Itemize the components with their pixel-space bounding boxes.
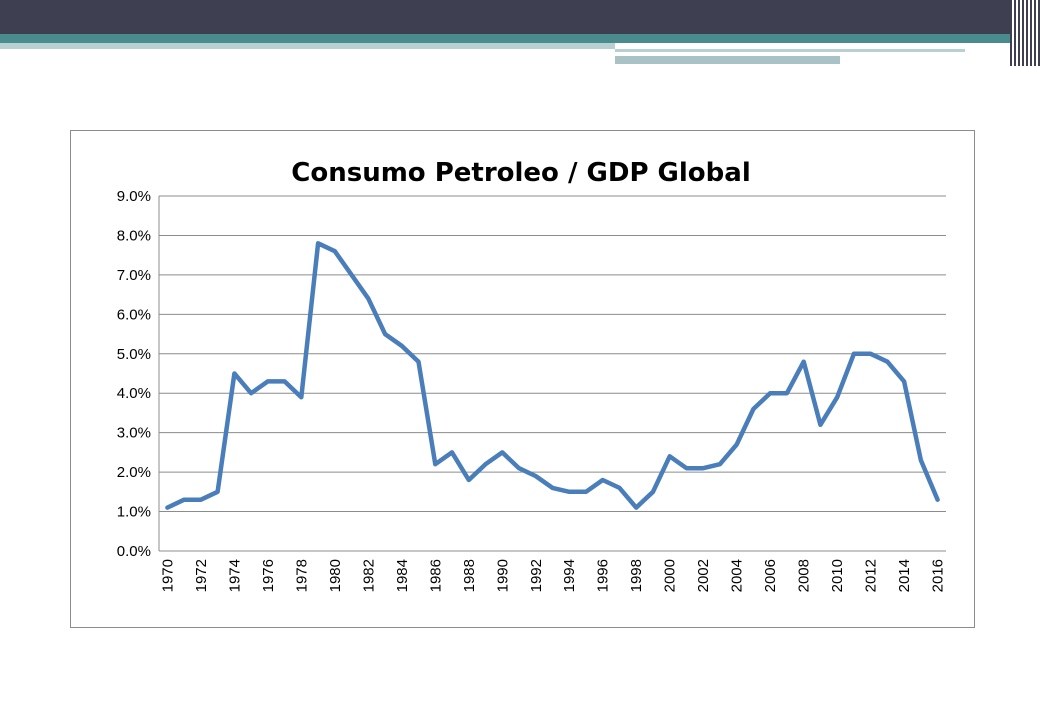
data-point xyxy=(182,498,186,502)
data-point xyxy=(366,297,370,301)
chart-gridlines xyxy=(158,195,946,552)
y-tick-label: 8.0% xyxy=(117,227,151,244)
x-tick-label: 1986 xyxy=(427,559,444,592)
data-point xyxy=(936,498,940,502)
header-bar-dark xyxy=(0,0,1040,34)
x-tick-label: 2012 xyxy=(863,559,880,592)
data-point xyxy=(249,391,253,395)
data-point xyxy=(718,462,722,466)
x-tick-label: 1992 xyxy=(528,559,545,592)
x-tick-label: 1976 xyxy=(260,559,277,592)
data-point xyxy=(333,249,337,253)
data-point xyxy=(500,450,504,454)
series-line xyxy=(165,241,940,510)
chart-series xyxy=(165,241,940,510)
header-bar-light xyxy=(0,43,615,49)
y-tick-label: 4.0% xyxy=(117,385,151,402)
data-point xyxy=(199,498,203,502)
data-point xyxy=(517,466,521,470)
data-point xyxy=(584,490,588,494)
y-tick-label: 7.0% xyxy=(117,267,151,284)
x-tick-label: 2000 xyxy=(662,559,679,592)
y-tick-label: 9.0% xyxy=(117,188,151,205)
x-tick-label: 2014 xyxy=(896,559,913,592)
data-point xyxy=(417,360,421,364)
data-point xyxy=(651,490,655,494)
x-tick-label: 1982 xyxy=(360,559,377,592)
header-stripes-decoration xyxy=(1010,0,1040,66)
chart-title: Consumo Petroleo / GDP Global xyxy=(291,158,750,188)
y-tick-label: 1.0% xyxy=(117,504,151,521)
line-chart: Consumo Petroleo / GDP Global 0.0% 1.0% 2.… xyxy=(117,158,947,592)
data-point xyxy=(785,391,789,395)
x-tick-label: 1980 xyxy=(327,559,344,592)
y-tick-label: 2.0% xyxy=(117,464,151,481)
x-tick-label: 1972 xyxy=(193,559,210,592)
data-point xyxy=(617,486,621,490)
data-point xyxy=(484,462,488,466)
header-bar-light-thin xyxy=(615,49,965,52)
data-point xyxy=(751,407,755,411)
data-point xyxy=(668,454,672,458)
data-point xyxy=(216,490,220,494)
y-axis-ticks: 0.0% 1.0% 2.0% 3.0% 4.0% 5.0% 6.0% 7.0% 8.0% 9.0% xyxy=(117,188,151,560)
data-point xyxy=(902,379,906,383)
data-point xyxy=(919,458,923,462)
data-point xyxy=(467,478,471,482)
data-point xyxy=(869,352,873,356)
chart-container: Consumo Petroleo / GDP Global 0.0% 1.0% 2.… xyxy=(70,130,975,628)
x-tick-label: 2010 xyxy=(829,559,846,592)
data-point xyxy=(383,332,387,336)
y-tick-label: 3.0% xyxy=(117,425,151,442)
data-point xyxy=(701,466,705,470)
data-point xyxy=(768,391,772,395)
data-point xyxy=(601,478,605,482)
data-point xyxy=(634,506,638,510)
data-point xyxy=(852,352,856,356)
data-point xyxy=(316,241,320,245)
data-point xyxy=(802,360,806,364)
x-tick-label: 1978 xyxy=(293,559,310,592)
x-tick-label: 2006 xyxy=(762,559,779,592)
x-tick-label: 1990 xyxy=(494,559,511,592)
data-point xyxy=(400,344,404,348)
x-tick-label: 1998 xyxy=(628,559,645,592)
x-tick-label: 1984 xyxy=(394,559,411,592)
x-tick-label: 2002 xyxy=(695,559,712,592)
x-tick-label: 2008 xyxy=(796,559,813,592)
x-tick-label: 1996 xyxy=(595,559,612,592)
data-point xyxy=(350,273,354,277)
data-point xyxy=(266,379,270,383)
data-point xyxy=(735,443,739,447)
y-tick-label: 0.0% xyxy=(117,543,151,560)
y-tick-label: 5.0% xyxy=(117,346,151,363)
x-tick-label: 2016 xyxy=(930,559,947,592)
x-tick-label: 1994 xyxy=(561,559,578,592)
data-point xyxy=(885,360,889,364)
data-point xyxy=(165,506,169,510)
data-point xyxy=(835,395,839,399)
data-point xyxy=(299,395,303,399)
x-axis-ticks: 1970 1972 1974 1976 1978 1980 1982 1984 1986 1988… xyxy=(159,559,946,592)
x-tick-label: 1974 xyxy=(226,559,243,592)
data-point xyxy=(232,372,236,376)
data-point xyxy=(551,486,555,490)
data-point xyxy=(450,450,454,454)
data-point xyxy=(684,466,688,470)
x-tick-label: 1988 xyxy=(461,559,478,592)
data-point xyxy=(283,379,287,383)
data-point xyxy=(567,490,571,494)
header-bar-teal xyxy=(0,34,1012,43)
data-point xyxy=(534,474,538,478)
y-tick-label: 6.0% xyxy=(117,306,151,323)
data-point xyxy=(818,423,822,427)
header-bar-light-short xyxy=(615,56,840,64)
x-tick-label: 2004 xyxy=(729,559,746,592)
data-point xyxy=(433,462,437,466)
x-tick-label: 1970 xyxy=(159,559,176,592)
